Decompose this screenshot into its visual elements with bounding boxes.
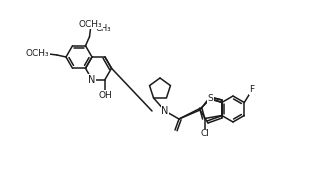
Text: OCH₃: OCH₃ [25, 49, 49, 58]
Text: Cl: Cl [200, 129, 209, 138]
Text: CH₃: CH₃ [96, 24, 111, 33]
Text: F: F [249, 85, 254, 94]
Text: N: N [161, 106, 169, 116]
Text: N: N [88, 75, 96, 85]
Text: OH: OH [98, 90, 112, 100]
Text: O: O [87, 20, 94, 29]
Text: S: S [208, 94, 214, 103]
Text: OCH₃: OCH₃ [79, 20, 102, 29]
